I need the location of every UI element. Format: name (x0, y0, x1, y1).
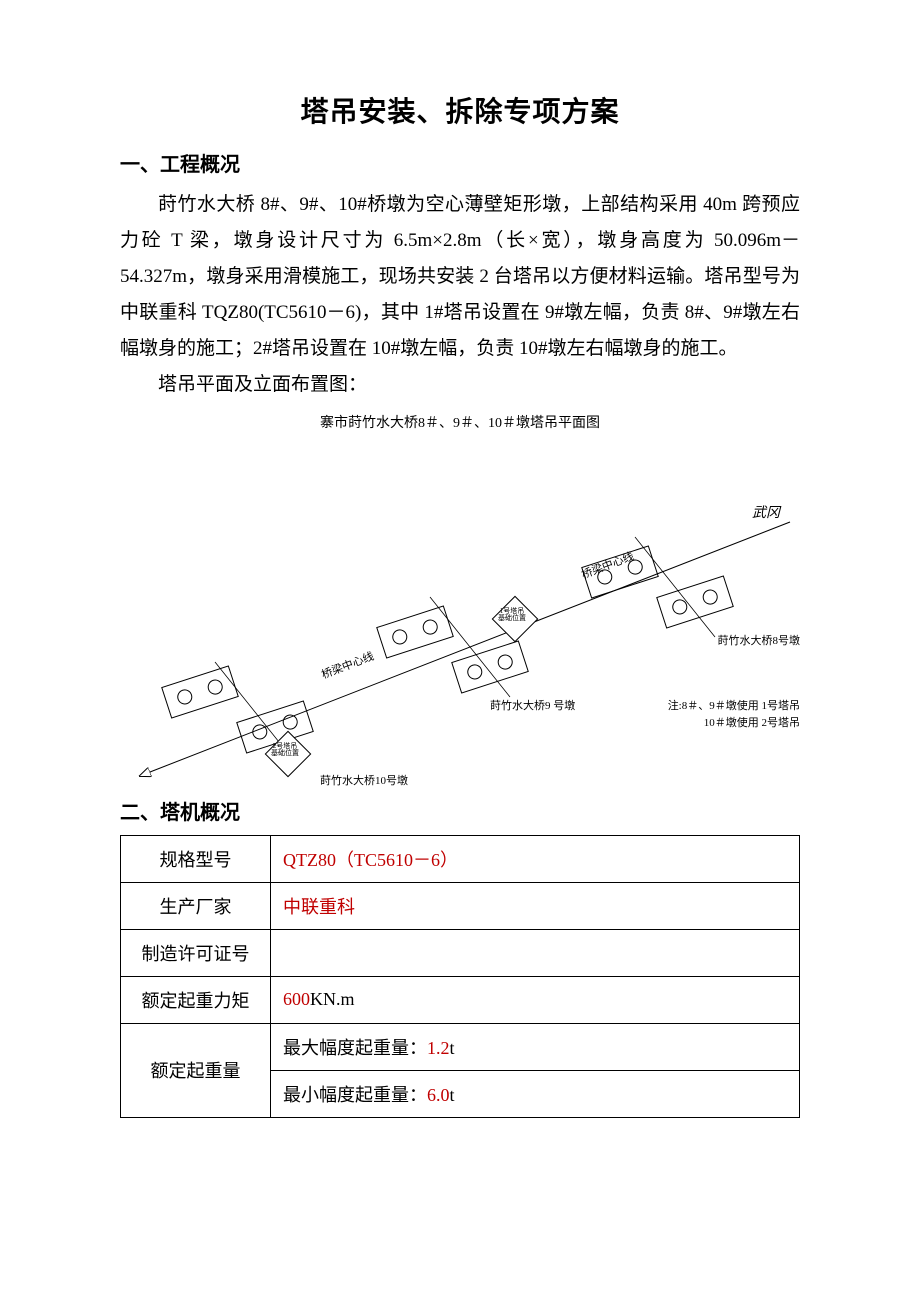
max-load-prefix: 最大幅度起重量： (283, 1038, 427, 1058)
plan-diagram-svg (120, 432, 800, 782)
diagram-label-crane1: 1号塔吊基础位置 (498, 608, 526, 623)
min-load-suffix: t (450, 1085, 455, 1105)
diagram-label-pier9: 莳竹水大桥9 号墩 (490, 697, 575, 713)
spec-value-min-load: 最小幅度起重量：6.0t (271, 1070, 800, 1117)
diagram-label-note1: 注:8＃、9＃墩使用 1号塔吊 (668, 697, 800, 713)
spec-label-0: 规格型号 (121, 835, 271, 882)
section2-heading: 二、塔机概况 (120, 796, 800, 825)
section1-para1: 莳竹水大桥 8#、9#、10#桥墩为空心薄壁矩形墩，上部结构采用 40m 跨预应… (120, 187, 800, 367)
document-title: 塔吊安装、拆除专项方案 (120, 90, 800, 130)
min-load-prefix: 最小幅度起重量： (283, 1085, 427, 1105)
pier-rect-0 (162, 666, 238, 718)
diagram-label-wugang: 武冈 (752, 502, 780, 522)
spec-value-1: 中联重科 (271, 882, 800, 929)
diagram-label-pier8: 莳竹水大桥8号墩 (718, 632, 801, 648)
spec-label-rated-load: 额定起重量 (121, 1023, 271, 1117)
max-load-suffix: t (450, 1038, 455, 1058)
spec-label-3: 额定起重力矩 (121, 976, 271, 1023)
crane-spec-table: 规格型号QTZ80（TC5610－6）生产厂家中联重科制造许可证号额定起重力矩6… (120, 835, 800, 1118)
plan-diagram: 武冈 桥梁中心线 桥梁中心线 莳竹水大桥8号墩 莳竹水大桥9 号墩 莳竹水大桥1… (120, 432, 800, 782)
diagram-label-crane2: 2号塔吊基础位置 (271, 743, 299, 758)
spec-label-1: 生产厂家 (121, 882, 271, 929)
diagram-label-note2: 10＃墩使用 2号塔吊 (704, 714, 800, 730)
section1-para2: 塔吊平面及立面布置图： (120, 367, 800, 403)
diagram-label-pier10: 莳竹水大桥10号墩 (320, 772, 408, 788)
spec-label-2: 制造许可证号 (121, 929, 271, 976)
pier-rect-3 (452, 641, 528, 693)
pier-rect-2 (377, 606, 453, 658)
spec-value-2 (271, 929, 800, 976)
spec-value-3: 600KN.m (271, 976, 800, 1023)
min-load-value: 6.0 (427, 1085, 450, 1105)
spec-value-0: QTZ80（TC5610－6） (271, 835, 800, 882)
spec-value-max-load: 最大幅度起重量：1.2t (271, 1023, 800, 1070)
section1-heading: 一、工程概况 (120, 148, 800, 177)
diagram-caption: 寨市莳竹水大桥8＃、9＃、10＃墩塔吊平面图 (120, 412, 800, 432)
max-load-value: 1.2 (427, 1038, 450, 1058)
pier-rect-5 (657, 576, 733, 628)
